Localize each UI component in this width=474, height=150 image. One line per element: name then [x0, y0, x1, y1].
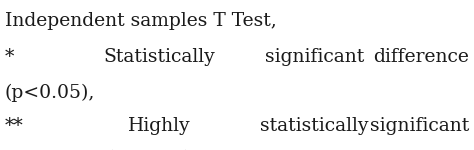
- Text: significant: significant: [370, 117, 469, 135]
- Text: Independent samples T Test,: Independent samples T Test,: [5, 12, 276, 30]
- Text: (p<0.05),: (p<0.05),: [5, 84, 95, 102]
- Text: difference: difference: [374, 48, 469, 66]
- Text: Highly: Highly: [128, 117, 191, 135]
- Text: *: *: [5, 48, 14, 66]
- Text: Statistically: Statistically: [104, 48, 216, 66]
- Text: **: **: [5, 117, 24, 135]
- Text: significant: significant: [265, 48, 364, 66]
- Text: statistically: statistically: [260, 117, 369, 135]
